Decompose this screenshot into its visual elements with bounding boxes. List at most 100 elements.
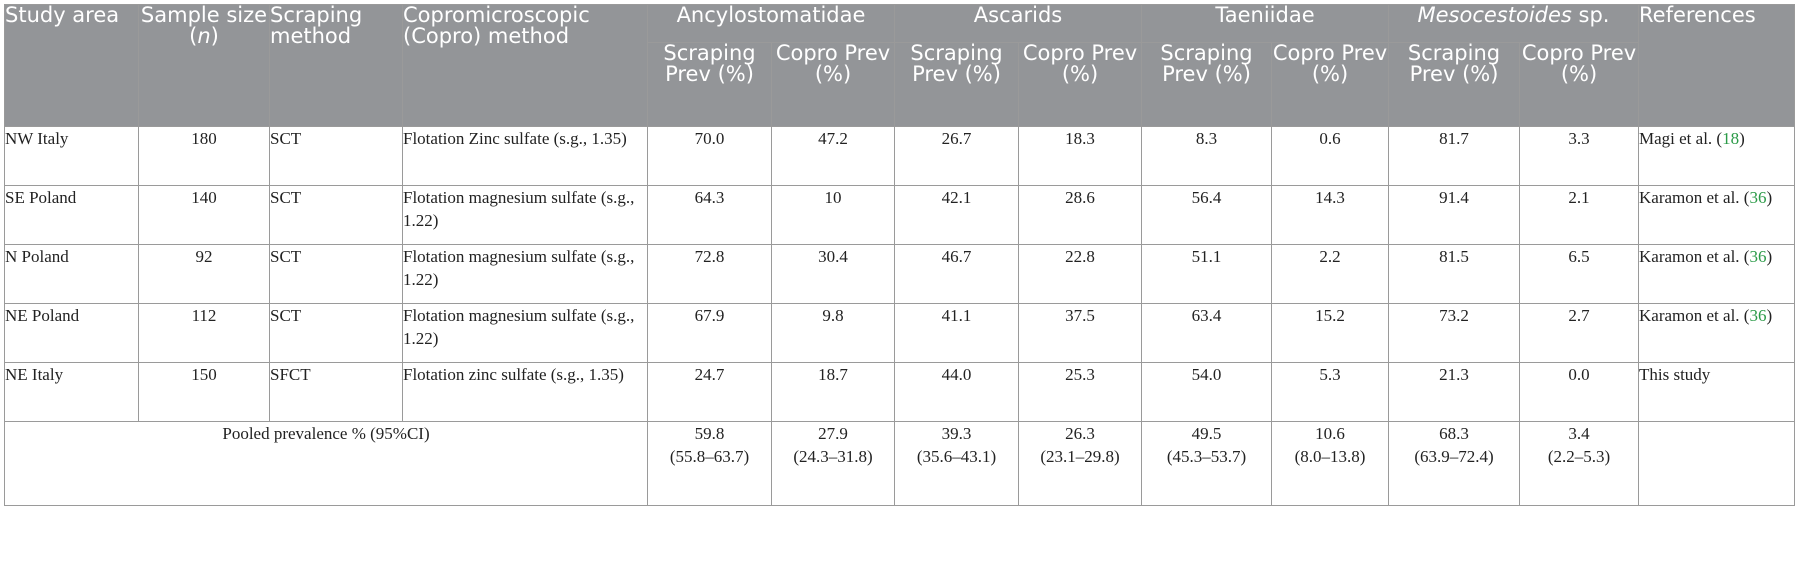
pooled-reference-empty [1638,421,1795,506]
cell-study-area: SE Poland [4,185,139,245]
cell-value: 5.3 [1271,362,1389,422]
cell-value: 6.5 [1519,244,1639,304]
cell-value: 3.3 [1519,126,1639,186]
cell-value: 2.2 [1271,244,1389,304]
cell-copro-method: Flotation zinc sulfate (s.g., 1.35) [402,362,648,422]
cell-value: 44.0 [894,362,1019,422]
cell-value: 15.2 [1271,303,1389,363]
cell-value: 18.3 [1018,126,1142,186]
cell-value: 54.0 [1141,362,1272,422]
cell-value: 41.1 [894,303,1019,363]
pooled-value: 68.3 (63.9–72.4) [1388,421,1520,506]
table-header: Study area Sample size (n) Scraping meth… [4,4,1795,127]
reference-link[interactable]: 36 [1749,306,1767,325]
subheader-copro-prev: Copro Prev (%) [1519,42,1639,127]
cell-sample-size: 140 [138,185,270,245]
pooled-value: 59.8 (55.8–63.7) [647,421,772,506]
cell-scraping-method: SCT [269,244,403,304]
subheader-copro-prev: Copro Prev (%) [1018,42,1142,127]
cell-study-area: N Poland [4,244,139,304]
cell-copro-method: Flotation magnesium sulfate (s.g., 1.22) [402,303,648,363]
cell-value: 2.7 [1519,303,1639,363]
cell-sample-size: 92 [138,244,270,304]
subheader-copro-prev: Copro Prev (%) [1271,42,1389,127]
cell-copro-method: Flotation magnesium sulfate (s.g., 1.22) [402,244,648,304]
table-row: NW Italy 180 SCT Flotation Zinc sulfate … [4,126,1795,186]
pooled-value: 10.6 (8.0–13.8) [1271,421,1389,506]
cell-value: 8.3 [1141,126,1272,186]
cell-value: 72.8 [647,244,772,304]
subheader-copro-prev: Copro Prev (%) [771,42,895,127]
reference-link[interactable]: 18 [1722,129,1740,148]
cell-value: 14.3 [1271,185,1389,245]
pooled-value: 39.3 (35.6–43.1) [894,421,1019,506]
cell-scraping-method: SCT [269,185,403,245]
cell-study-area: NE Poland [4,303,139,363]
cell-value: 10 [771,185,895,245]
cell-value: 56.4 [1141,185,1272,245]
cell-copro-method: Flotation magnesium sulfate (s.g., 1.22) [402,185,648,245]
table-row: NE Poland 112 SCT Flotation magnesium su… [4,303,1795,363]
cell-value: 25.3 [1018,362,1142,422]
pooled-value: 3.4 (2.2–5.3) [1519,421,1639,506]
pooled-row: Pooled prevalence % (95%CI) 59.8 (55.8–63… [4,421,1795,506]
header-references: References [1638,4,1795,127]
header-group-ascarids: Ascarids [894,4,1142,43]
header-group-ancylostomatidae: Ancylostomatidae [647,4,895,43]
cell-reference: Karamon et al. (36) [1638,185,1795,245]
cell-reference: This study [1638,362,1795,422]
subheader-scraping-prev: Scraping Prev (%) [894,42,1019,127]
cell-value: 51.1 [1141,244,1272,304]
cell-value: 81.5 [1388,244,1520,304]
cell-value: 28.6 [1018,185,1142,245]
cell-scraping-method: SCT [269,126,403,186]
pooled-label: Pooled prevalence % (95%CI) [4,421,648,506]
header-group-mesocestoides: Mesocestoides sp. [1388,4,1639,43]
cell-value: 91.4 [1388,185,1520,245]
cell-sample-size: 150 [138,362,270,422]
cell-value: 81.7 [1388,126,1520,186]
cell-value: 47.2 [771,126,895,186]
cell-reference: Karamon et al. (36) [1638,303,1795,363]
cell-study-area: NW Italy [4,126,139,186]
cell-value: 21.3 [1388,362,1520,422]
cell-scraping-method: SFCT [269,362,403,422]
cell-value: 63.4 [1141,303,1272,363]
header-copro-method: Copromicroscopic (Copro) method [402,4,648,127]
cell-copro-method: Flotation Zinc sulfate (s.g., 1.35) [402,126,648,186]
cell-study-area: NE Italy [4,362,139,422]
subheader-scraping-prev: Scraping Prev (%) [647,42,772,127]
cell-sample-size: 112 [138,303,270,363]
cell-reference: Magi et al. (18) [1638,126,1795,186]
cell-scraping-method: SCT [269,303,403,363]
table-row: NE Italy 150 SFCT Flotation zinc sulfate… [4,362,1795,422]
cell-value: 70.0 [647,126,772,186]
subheader-scraping-prev: Scraping Prev (%) [1141,42,1272,127]
cell-value: 37.5 [1018,303,1142,363]
cell-value: 2.1 [1519,185,1639,245]
cell-sample-size: 180 [138,126,270,186]
cell-value: 73.2 [1388,303,1520,363]
table-row: N Poland 92 SCT Flotation magnesium sulf… [4,244,1795,304]
prevalence-table: Study area Sample size (n) Scraping meth… [4,4,1795,506]
cell-value: 9.8 [771,303,895,363]
cell-value: 64.3 [647,185,772,245]
cell-reference: Karamon et al. (36) [1638,244,1795,304]
cell-value: 18.7 [771,362,895,422]
reference-link[interactable]: 36 [1749,247,1767,266]
cell-value: 26.7 [894,126,1019,186]
subheader-scraping-prev: Scraping Prev (%) [1388,42,1520,127]
cell-value: 42.1 [894,185,1019,245]
reference-link[interactable]: 36 [1749,188,1767,207]
pooled-value: 27.9 (24.3–31.8) [771,421,895,506]
cell-value: 24.7 [647,362,772,422]
header-scraping-method: Scraping method [269,4,403,127]
header-study-area: Study area [4,4,139,127]
cell-value: 0.6 [1271,126,1389,186]
cell-value: 0.0 [1519,362,1639,422]
pooled-value: 49.5 (45.3–53.7) [1141,421,1272,506]
cell-value: 22.8 [1018,244,1142,304]
header-sample-size: Sample size (n) [138,4,270,127]
pooled-value: 26.3 (23.1–29.8) [1018,421,1142,506]
table-body: NW Italy 180 SCT Flotation Zinc sulfate … [4,126,1795,506]
